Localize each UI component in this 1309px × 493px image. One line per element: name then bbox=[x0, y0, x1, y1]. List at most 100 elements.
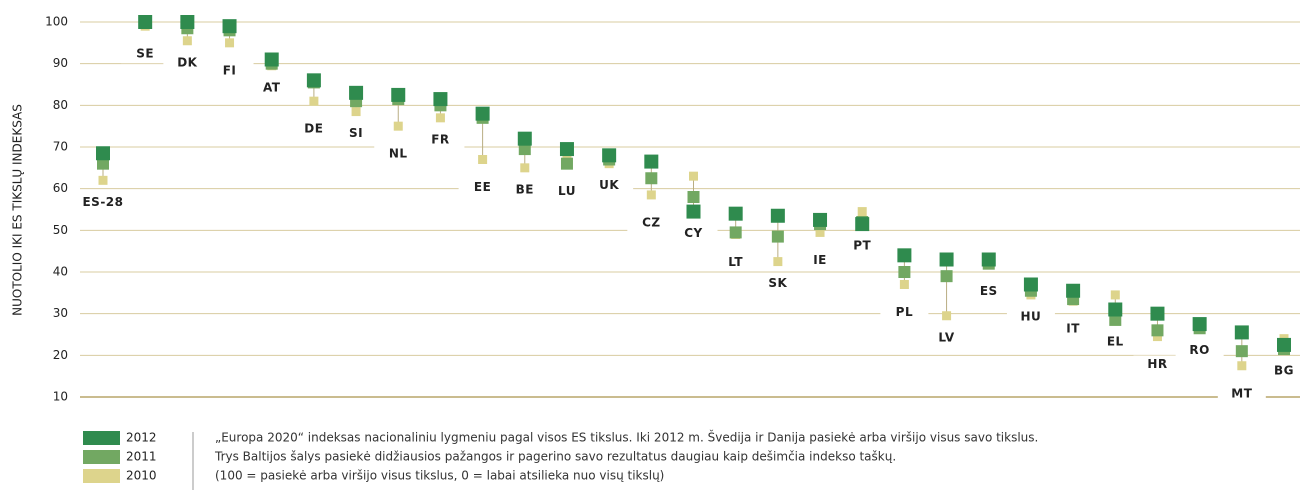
marker bbox=[1151, 324, 1164, 337]
label-bg bbox=[205, 61, 254, 80]
y-tick-label: 20 bbox=[53, 348, 68, 362]
label-bg bbox=[1260, 362, 1308, 381]
marker bbox=[391, 87, 406, 102]
marker bbox=[222, 19, 237, 34]
marker bbox=[898, 266, 911, 278]
marker bbox=[940, 270, 953, 283]
marker bbox=[942, 311, 952, 321]
marker bbox=[518, 143, 531, 156]
label-bg bbox=[458, 178, 507, 197]
category-label: NL bbox=[389, 147, 408, 161]
category-label: BE bbox=[516, 182, 534, 196]
label-bg bbox=[1049, 320, 1098, 339]
category-label: ES-28 bbox=[82, 195, 123, 209]
category-label: HR bbox=[1147, 357, 1167, 371]
marker bbox=[981, 252, 996, 267]
category-label: FR bbox=[431, 132, 449, 146]
note: (100 = pasiekė arba viršijo visus tikslu… bbox=[215, 469, 664, 483]
label-bg bbox=[542, 182, 591, 201]
label-bg bbox=[1006, 307, 1055, 326]
label-bg bbox=[838, 237, 887, 256]
label-bg bbox=[796, 251, 845, 270]
marker bbox=[225, 38, 235, 48]
marker bbox=[433, 92, 448, 107]
y-axis-label: NUOTOLIO IKI ES TIKSLŲ INDEKSAS bbox=[11, 104, 25, 316]
marker bbox=[728, 206, 743, 221]
marker bbox=[435, 113, 445, 123]
y-tick-label: 80 bbox=[53, 98, 68, 112]
marker bbox=[644, 154, 659, 169]
category-label: DE bbox=[304, 122, 323, 136]
marker bbox=[773, 257, 783, 267]
label-bg bbox=[79, 193, 127, 212]
label-bg bbox=[753, 274, 802, 293]
legend-swatch bbox=[83, 431, 120, 445]
category-label: MT bbox=[1231, 386, 1252, 400]
marker bbox=[815, 227, 825, 237]
category-label: RO bbox=[1189, 343, 1209, 357]
y-tick-label: 40 bbox=[53, 265, 68, 279]
label-bg bbox=[1091, 332, 1140, 351]
marker bbox=[1192, 317, 1207, 332]
label-bg bbox=[964, 282, 1013, 301]
note: Trys Baltijos šalys pasiekė didžiausios … bbox=[214, 450, 896, 464]
category-label: IE bbox=[813, 253, 827, 267]
marker bbox=[306, 73, 321, 88]
marker bbox=[939, 252, 954, 267]
marker bbox=[813, 212, 828, 227]
marker bbox=[729, 226, 742, 239]
marker bbox=[560, 157, 573, 170]
category-label: EE bbox=[474, 180, 491, 194]
label-bg bbox=[163, 53, 212, 72]
label-bg bbox=[332, 124, 381, 143]
y-tick-label: 10 bbox=[53, 390, 68, 404]
category-label: PL bbox=[896, 305, 913, 319]
legend-swatch bbox=[83, 469, 120, 483]
y-tick-label: 100 bbox=[45, 15, 68, 29]
label-bg bbox=[669, 224, 718, 243]
marker bbox=[602, 148, 617, 163]
label-bg bbox=[374, 145, 423, 164]
marker bbox=[686, 204, 701, 219]
marker bbox=[309, 96, 319, 106]
marker bbox=[98, 175, 108, 185]
y-tick-label: 90 bbox=[53, 56, 68, 70]
marker bbox=[478, 155, 488, 164]
category-label: DK bbox=[177, 55, 197, 69]
category-label: AT bbox=[263, 80, 281, 94]
marker bbox=[1152, 332, 1162, 342]
marker bbox=[855, 217, 870, 232]
marker bbox=[1237, 361, 1247, 371]
label-bg bbox=[1217, 384, 1266, 403]
marker bbox=[1109, 313, 1122, 326]
label-bg bbox=[416, 130, 465, 149]
marker bbox=[646, 190, 656, 200]
marker bbox=[645, 172, 658, 185]
marker bbox=[138, 15, 153, 29]
label-bg bbox=[500, 180, 549, 199]
label-bg bbox=[627, 213, 676, 232]
category-label: SI bbox=[349, 126, 363, 140]
marker bbox=[264, 52, 279, 67]
category-label: LT bbox=[728, 255, 743, 269]
label-bg bbox=[289, 120, 338, 139]
note: „Europa 2020“ indeksas nacionaliniu lygm… bbox=[215, 430, 1038, 445]
marker bbox=[393, 121, 403, 131]
category-label: SE bbox=[136, 47, 154, 61]
marker bbox=[97, 157, 109, 170]
marker bbox=[475, 106, 490, 121]
y-tick-label: 70 bbox=[53, 140, 68, 154]
label-bg bbox=[247, 78, 296, 97]
category-label: HU bbox=[1021, 309, 1042, 323]
label-bg bbox=[880, 303, 929, 322]
category-label: BG bbox=[1274, 364, 1294, 378]
marker bbox=[351, 107, 361, 117]
y-tick-label: 60 bbox=[53, 181, 68, 195]
label-bg bbox=[121, 45, 170, 64]
y-tick-label: 30 bbox=[53, 306, 68, 320]
marker bbox=[1110, 290, 1120, 300]
label-bg bbox=[1133, 355, 1182, 374]
marker bbox=[349, 85, 364, 100]
marker bbox=[857, 207, 867, 217]
